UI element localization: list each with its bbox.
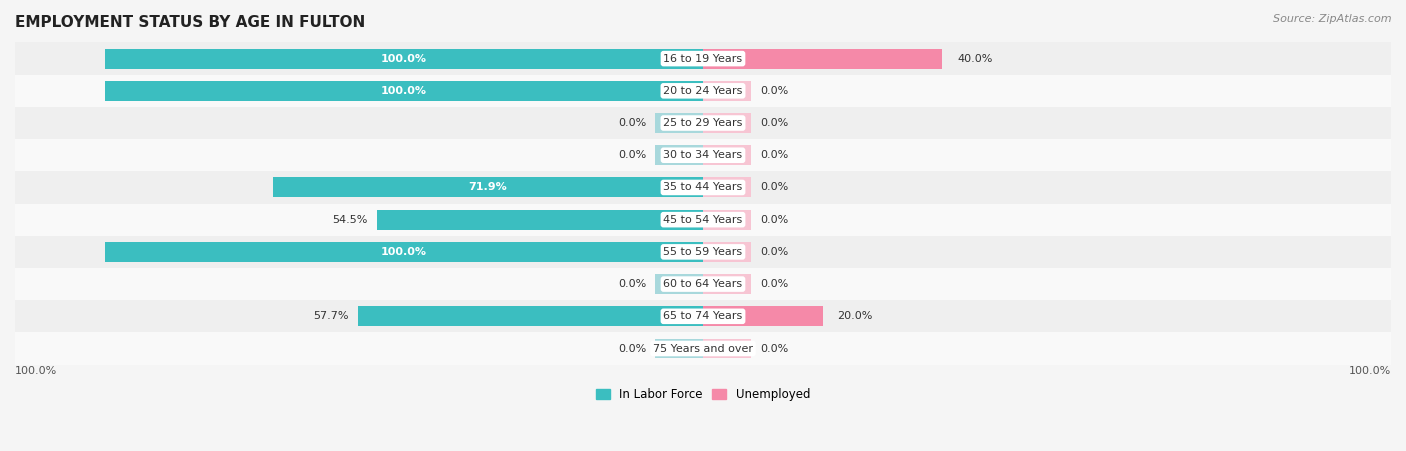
Bar (0, 171, 1406, 203)
Bar (703, 49, 942, 69)
Bar (0, 268, 1406, 300)
Text: 0.0%: 0.0% (617, 279, 647, 289)
Text: 0.0%: 0.0% (759, 247, 789, 257)
Bar (0, 42, 1406, 75)
Text: 0.0%: 0.0% (759, 86, 789, 96)
Bar (377, 210, 703, 230)
Text: Source: ZipAtlas.com: Source: ZipAtlas.com (1274, 14, 1392, 23)
Text: 60 to 64 Years: 60 to 64 Years (664, 279, 742, 289)
Text: 100.0%: 100.0% (1348, 366, 1391, 376)
Bar (0, 332, 1406, 364)
Text: 20.0%: 20.0% (838, 311, 873, 321)
Text: 75 Years and over: 75 Years and over (652, 344, 754, 354)
Bar (703, 113, 751, 133)
Text: 0.0%: 0.0% (759, 183, 789, 193)
Bar (703, 306, 823, 326)
Text: 54.5%: 54.5% (333, 215, 368, 225)
Bar (357, 306, 703, 326)
Bar (703, 145, 751, 165)
Legend: In Labor Force, Unemployed: In Labor Force, Unemployed (591, 383, 815, 406)
Text: 0.0%: 0.0% (759, 215, 789, 225)
Bar (0, 139, 1406, 171)
Text: 25 to 29 Years: 25 to 29 Years (664, 118, 742, 128)
Text: EMPLOYMENT STATUS BY AGE IN FULTON: EMPLOYMENT STATUS BY AGE IN FULTON (15, 15, 366, 30)
Bar (104, 81, 703, 101)
Bar (703, 242, 751, 262)
Bar (655, 113, 703, 133)
Bar (703, 339, 751, 359)
Bar (655, 339, 703, 359)
Bar (655, 145, 703, 165)
Text: 100.0%: 100.0% (381, 247, 427, 257)
Text: 0.0%: 0.0% (759, 344, 789, 354)
Bar (104, 49, 703, 69)
Bar (0, 107, 1406, 139)
Bar (0, 203, 1406, 236)
Text: 35 to 44 Years: 35 to 44 Years (664, 183, 742, 193)
Text: 100.0%: 100.0% (15, 366, 58, 376)
Text: 0.0%: 0.0% (759, 150, 789, 160)
Text: 57.7%: 57.7% (314, 311, 349, 321)
Text: 65 to 74 Years: 65 to 74 Years (664, 311, 742, 321)
Text: 0.0%: 0.0% (617, 150, 647, 160)
Text: 45 to 54 Years: 45 to 54 Years (664, 215, 742, 225)
Text: 0.0%: 0.0% (617, 344, 647, 354)
Bar (703, 274, 751, 294)
Bar (703, 177, 751, 198)
Text: 0.0%: 0.0% (759, 279, 789, 289)
Bar (0, 236, 1406, 268)
Text: 100.0%: 100.0% (381, 86, 427, 96)
Text: 71.9%: 71.9% (468, 183, 508, 193)
Bar (703, 81, 751, 101)
Text: 100.0%: 100.0% (381, 54, 427, 64)
Text: 55 to 59 Years: 55 to 59 Years (664, 247, 742, 257)
Bar (0, 300, 1406, 332)
Bar (273, 177, 703, 198)
Bar (655, 274, 703, 294)
Text: 0.0%: 0.0% (759, 118, 789, 128)
Bar (0, 75, 1406, 107)
Text: 16 to 19 Years: 16 to 19 Years (664, 54, 742, 64)
Text: 30 to 34 Years: 30 to 34 Years (664, 150, 742, 160)
Text: 40.0%: 40.0% (957, 54, 993, 64)
Text: 20 to 24 Years: 20 to 24 Years (664, 86, 742, 96)
Bar (104, 242, 703, 262)
Text: 0.0%: 0.0% (617, 118, 647, 128)
Bar (703, 210, 751, 230)
